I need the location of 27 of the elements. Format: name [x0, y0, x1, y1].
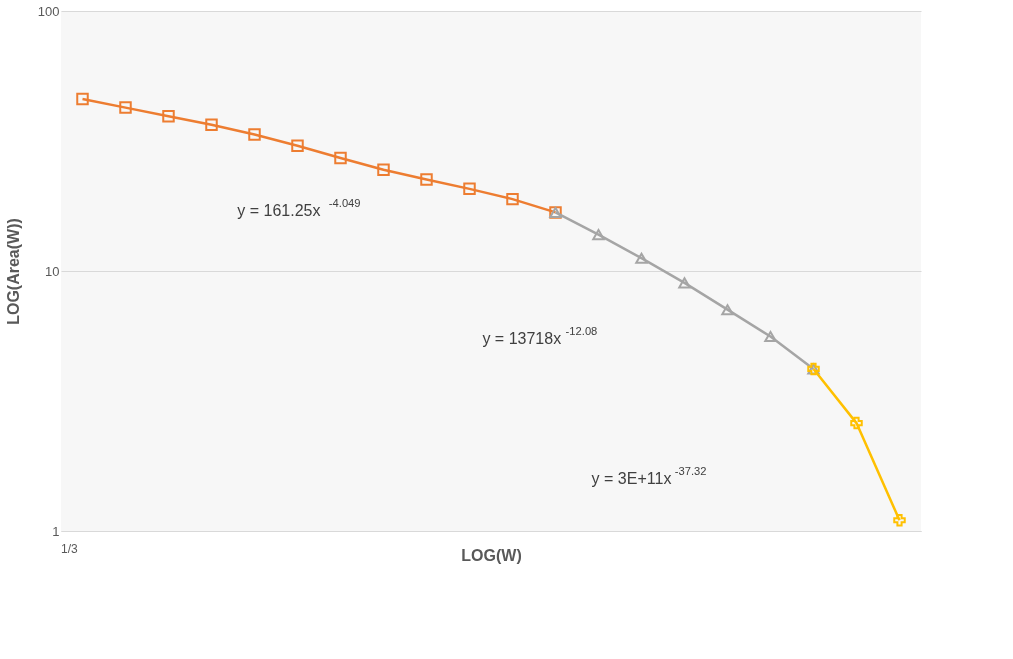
annotation: y = 13718x-12.08: [482, 324, 598, 347]
point: [635, 252, 648, 264]
point: [463, 182, 476, 196]
x-axis-title: LOG(W): [461, 546, 522, 564]
text: 1/3: [61, 542, 79, 557]
point: [764, 330, 777, 343]
point: [850, 416, 863, 430]
point: [721, 304, 734, 316]
annotation: y = 3E+11x-37.32: [591, 465, 707, 487]
y-axis-title: LOG(Area(W)): [4, 218, 22, 325]
y-tick-label: 1: [52, 523, 60, 539]
point: [162, 109, 175, 123]
point: [291, 139, 304, 153]
point: [119, 101, 132, 114]
point: [420, 173, 433, 186]
point: [334, 151, 347, 165]
y-tick-label: 10: [45, 263, 60, 279]
y-tick-label: 100: [37, 3, 60, 19]
point: [678, 277, 691, 289]
point: [506, 192, 519, 206]
point: [377, 163, 390, 177]
annotation: y = 161.25x-4.049: [237, 197, 361, 220]
point: [248, 128, 261, 141]
point: [76, 92, 89, 106]
point: [592, 229, 605, 241]
point: [205, 118, 218, 132]
point: [893, 513, 906, 527]
